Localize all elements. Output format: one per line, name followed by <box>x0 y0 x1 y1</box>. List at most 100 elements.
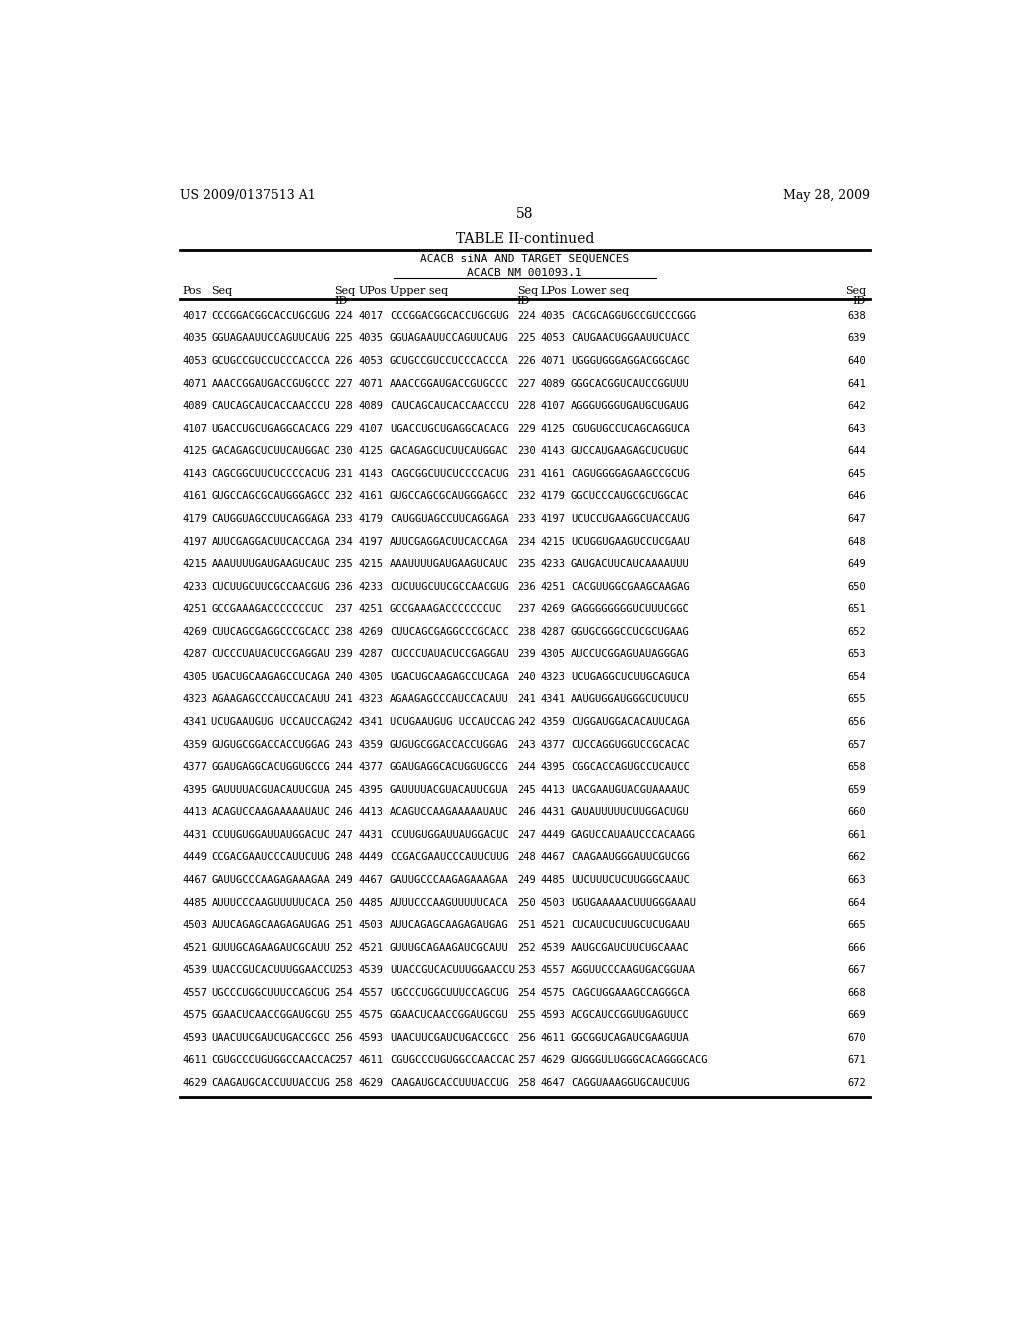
Text: CUCCCUAUACUCCGAGGAU: CUCCCUAUACUCCGAGGAU <box>390 649 509 659</box>
Text: 4125: 4125 <box>182 446 207 457</box>
Text: CUCCCUAUACUCCGAGGAU: CUCCCUAUACUCCGAGGAU <box>211 649 330 659</box>
Text: 4539: 4539 <box>358 965 383 975</box>
Text: 236: 236 <box>334 582 353 591</box>
Text: GUCCAUGAAGAGCUCUGUC: GUCCAUGAAGAGCUCUGUC <box>570 446 689 457</box>
Text: UUCUUUCUCUUGGGCAAUC: UUCUUUCUCUUGGGCAAUC <box>570 875 689 884</box>
Text: 4287: 4287 <box>541 627 565 636</box>
Text: 4179: 4179 <box>541 491 565 502</box>
Text: 642: 642 <box>847 401 866 411</box>
Text: 4449: 4449 <box>541 830 565 840</box>
Text: Seq: Seq <box>334 286 355 297</box>
Text: 58: 58 <box>516 207 534 222</box>
Text: UCUGAAUGUG UCCAUCCAG: UCUGAAUGUG UCCAUCCAG <box>390 717 515 727</box>
Text: 4179: 4179 <box>358 513 383 524</box>
Text: 649: 649 <box>847 560 866 569</box>
Text: ID: ID <box>853 296 866 306</box>
Text: GCCGAAAGACCCCCCCUC: GCCGAAAGACCCCCCCUC <box>390 605 503 614</box>
Text: 225: 225 <box>517 334 536 343</box>
Text: 253: 253 <box>517 965 536 975</box>
Text: 235: 235 <box>517 560 536 569</box>
Text: 4089: 4089 <box>541 379 565 388</box>
Text: Pos: Pos <box>182 286 202 297</box>
Text: CUCUUGCUUCGCCAACGUG: CUCUUGCUUCGCCAACGUG <box>211 582 330 591</box>
Text: 4197: 4197 <box>358 536 383 546</box>
Text: 249: 249 <box>334 875 353 884</box>
Text: CCCGGACGGCACCUGCGUG: CCCGGACGGCACCUGCGUG <box>390 312 509 321</box>
Text: 247: 247 <box>517 830 536 840</box>
Text: 4449: 4449 <box>358 853 383 862</box>
Text: UGGGUGGGAGGACGGCAGC: UGGGUGGGAGGACGGCAGC <box>570 356 689 366</box>
Text: GACAGAGCUCUUCAUGGAC: GACAGAGCUCUUCAUGGAC <box>211 446 330 457</box>
Text: CAGCUGGAAAGCCAGGGCA: CAGCUGGAAAGCCAGGGCA <box>570 987 689 998</box>
Text: 4341: 4341 <box>358 717 383 727</box>
Text: 254: 254 <box>517 987 536 998</box>
Text: 240: 240 <box>334 672 353 682</box>
Text: 248: 248 <box>517 853 536 862</box>
Text: 257: 257 <box>517 1056 536 1065</box>
Text: 4575: 4575 <box>358 1010 383 1020</box>
Text: 4179: 4179 <box>182 513 207 524</box>
Text: 237: 237 <box>517 605 536 614</box>
Text: CGUGCCCUGUGGCCAACCAC: CGUGCCCUGUGGCCAACCAC <box>211 1056 336 1065</box>
Text: 4053: 4053 <box>541 334 565 343</box>
Text: 4557: 4557 <box>358 987 383 998</box>
Text: 4251: 4251 <box>358 605 383 614</box>
Text: GUGGGULUGGGCACAGGGCACG: GUGGGULUGGGCACAGGGCACG <box>570 1056 709 1065</box>
Text: 4143: 4143 <box>182 469 207 479</box>
Text: 4395: 4395 <box>358 784 383 795</box>
Text: CUGGAUGGACACAUUCAGA: CUGGAUGGACACAUUCAGA <box>570 717 689 727</box>
Text: 4449: 4449 <box>182 853 207 862</box>
Text: 247: 247 <box>334 830 353 840</box>
Text: 4359: 4359 <box>182 739 207 750</box>
Text: 251: 251 <box>334 920 353 931</box>
Text: 4233: 4233 <box>541 560 565 569</box>
Text: 233: 233 <box>517 513 536 524</box>
Text: 670: 670 <box>847 1034 866 1043</box>
Text: 4053: 4053 <box>182 356 207 366</box>
Text: 239: 239 <box>517 649 536 659</box>
Text: 246: 246 <box>517 808 536 817</box>
Text: 254: 254 <box>334 987 353 998</box>
Text: 232: 232 <box>517 491 536 502</box>
Text: 645: 645 <box>847 469 866 479</box>
Text: GAGUCCAUAAUCCCACAAGG: GAGUCCAUAAUCCCACAAGG <box>570 830 696 840</box>
Text: ID: ID <box>334 296 348 306</box>
Text: 4395: 4395 <box>541 762 565 772</box>
Text: AAACCGGAUGACCGUGCCC: AAACCGGAUGACCGUGCCC <box>390 379 509 388</box>
Text: 226: 226 <box>517 356 536 366</box>
Text: 4467: 4467 <box>358 875 383 884</box>
Text: 641: 641 <box>847 379 866 388</box>
Text: 4593: 4593 <box>541 1010 565 1020</box>
Text: 661: 661 <box>847 830 866 840</box>
Text: 4359: 4359 <box>358 739 383 750</box>
Text: 4071: 4071 <box>541 356 565 366</box>
Text: 4089: 4089 <box>358 401 383 411</box>
Text: 228: 228 <box>334 401 353 411</box>
Text: AAUGUGGAUGGGCUCUUCU: AAUGUGGAUGGGCUCUUCU <box>570 694 689 705</box>
Text: 235: 235 <box>334 560 353 569</box>
Text: 665: 665 <box>847 920 866 931</box>
Text: 4575: 4575 <box>541 987 565 998</box>
Text: 4233: 4233 <box>358 582 383 591</box>
Text: 4377: 4377 <box>541 739 565 750</box>
Text: UGCCCUGGCUUUCCAGCUG: UGCCCUGGCUUUCCAGCUG <box>211 987 330 998</box>
Text: Seq: Seq <box>517 286 538 297</box>
Text: 4017: 4017 <box>182 312 207 321</box>
Text: 4485: 4485 <box>541 875 565 884</box>
Text: GAUUGCCCAAGAGAAAGAA: GAUUGCCCAAGAGAAAGAA <box>390 875 509 884</box>
Text: 4143: 4143 <box>541 446 565 457</box>
Text: 657: 657 <box>847 739 866 750</box>
Text: AGAAGAGCCCAUCCACAUU: AGAAGAGCCCAUCCACAUU <box>390 694 509 705</box>
Text: GGUAGAAUUCCAGUUCAUG: GGUAGAAUUCCAGUUCAUG <box>211 334 330 343</box>
Text: 230: 230 <box>334 446 353 457</box>
Text: 4125: 4125 <box>541 424 565 434</box>
Text: 241: 241 <box>334 694 353 705</box>
Text: 662: 662 <box>847 853 866 862</box>
Text: ACACB NM_001093.1: ACACB NM_001093.1 <box>467 267 583 279</box>
Text: 4215: 4215 <box>358 560 383 569</box>
Text: 646: 646 <box>847 491 866 502</box>
Text: 4431: 4431 <box>541 808 565 817</box>
Text: 231: 231 <box>517 469 536 479</box>
Text: GGCGGUCAGAUCGAAGUUA: GGCGGUCAGAUCGAAGUUA <box>570 1034 689 1043</box>
Text: CAAGAAUGGGAUUCGUCGG: CAAGAAUGGGAUUCGUCGG <box>570 853 689 862</box>
